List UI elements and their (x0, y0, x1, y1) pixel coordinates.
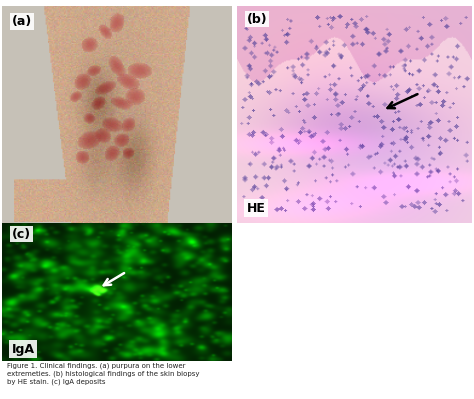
Text: HE: HE (246, 202, 265, 215)
Text: (b): (b) (246, 12, 267, 26)
Text: IgA: IgA (11, 343, 35, 356)
Text: Figure 1. Clinical findings. (a) purpura on the lower
extremeties. (b) histologi: Figure 1. Clinical findings. (a) purpura… (7, 363, 200, 385)
Text: (c): (c) (11, 227, 31, 241)
Text: (a): (a) (11, 15, 32, 28)
